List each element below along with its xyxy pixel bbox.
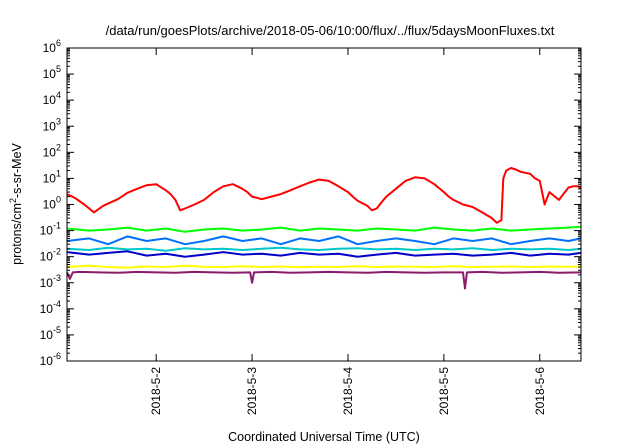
y-tick-label: 10-5: [40, 325, 61, 342]
series-line-2: [66, 235, 582, 246]
y-tick-exponent: -6: [53, 351, 61, 361]
y-tick-label: 10-4: [40, 299, 61, 316]
series-line-4: [66, 250, 582, 258]
y-tick-label: 10-1: [40, 221, 61, 238]
y-axis-label: protons/cm2-s-sr-MeV: [8, 142, 24, 264]
y-tick-label: 103: [43, 116, 61, 133]
y-tick-exponent: 4: [56, 90, 61, 100]
y-tick-exponent: 3: [56, 116, 61, 126]
y-tick-label: 100: [43, 195, 61, 212]
plot-frame: [66, 47, 582, 362]
chart-title: /data/run/goesPlots/archive/2018-05-06/1…: [106, 23, 555, 38]
y-tick-base: 10: [40, 328, 54, 342]
y-tick-exponent: -3: [53, 273, 61, 283]
x-tick-label: 2018-5-5: [437, 367, 451, 415]
series-line-6: [66, 270, 582, 290]
y-tick-exponent: -1: [53, 221, 61, 231]
y-axis-label-sup: 2: [8, 198, 18, 203]
y-tick-base: 10: [43, 119, 57, 133]
y-axis-ticks: 10-610-510-410-310-210-11001011021031041…: [40, 38, 581, 368]
y-tick-label: 10-3: [40, 273, 61, 290]
series-layer: [66, 167, 582, 290]
y-tick-exponent: 5: [56, 64, 61, 74]
y-tick-base: 10: [43, 41, 57, 55]
x-tick-label: 2018-5-4: [341, 367, 355, 415]
y-tick-exponent: 1: [56, 168, 61, 178]
y-tick-label: 101: [43, 168, 61, 185]
y-tick-base: 10: [40, 250, 54, 264]
x-axis-ticks: 2018-5-2 2018-5-3 2018-5-4 2018-5-5 2018-5-6: [149, 48, 547, 415]
y-tick-base: 10: [43, 198, 57, 212]
series-line-3: [66, 246, 582, 252]
y-tick-label: 104: [43, 90, 61, 107]
x-tick-label: 2018-5-2: [149, 367, 163, 415]
y-tick-label: 102: [43, 142, 61, 159]
series-line-0: [66, 167, 582, 224]
y-tick-base: 10: [40, 302, 54, 316]
y-tick-exponent: -4: [53, 299, 61, 309]
y-tick-label: 10-2: [40, 247, 61, 264]
y-tick-exponent: -5: [53, 325, 61, 335]
y-tick-exponent: 6: [56, 38, 61, 48]
series-line-1: [66, 225, 582, 233]
x-axis-label: Coordinated Universal Time (UTC): [228, 430, 420, 444]
y-tick-label: 105: [43, 64, 61, 81]
series-line-5: [66, 264, 582, 269]
y-tick-label: 106: [43, 38, 61, 55]
y-tick-exponent: 2: [56, 142, 61, 152]
y-tick-base: 10: [40, 276, 54, 290]
y-tick-exponent: 0: [56, 195, 61, 205]
x-tick-label: 2018-5-3: [245, 367, 259, 415]
y-axis-label-post: -s-sr-MeV: [10, 142, 24, 198]
y-tick-exponent: -2: [53, 247, 61, 257]
y-tick-base: 10: [43, 145, 57, 159]
y-tick-label: 10-6: [40, 351, 61, 368]
y-tick-base: 10: [43, 93, 57, 107]
y-tick-base: 10: [40, 224, 54, 238]
y-tick-base: 10: [43, 171, 57, 185]
y-tick-base: 10: [40, 354, 54, 368]
y-axis-label-pre: protons/cm: [10, 203, 24, 265]
y-tick-base: 10: [43, 67, 57, 81]
x-tick-label: 2018-5-6: [533, 367, 547, 415]
